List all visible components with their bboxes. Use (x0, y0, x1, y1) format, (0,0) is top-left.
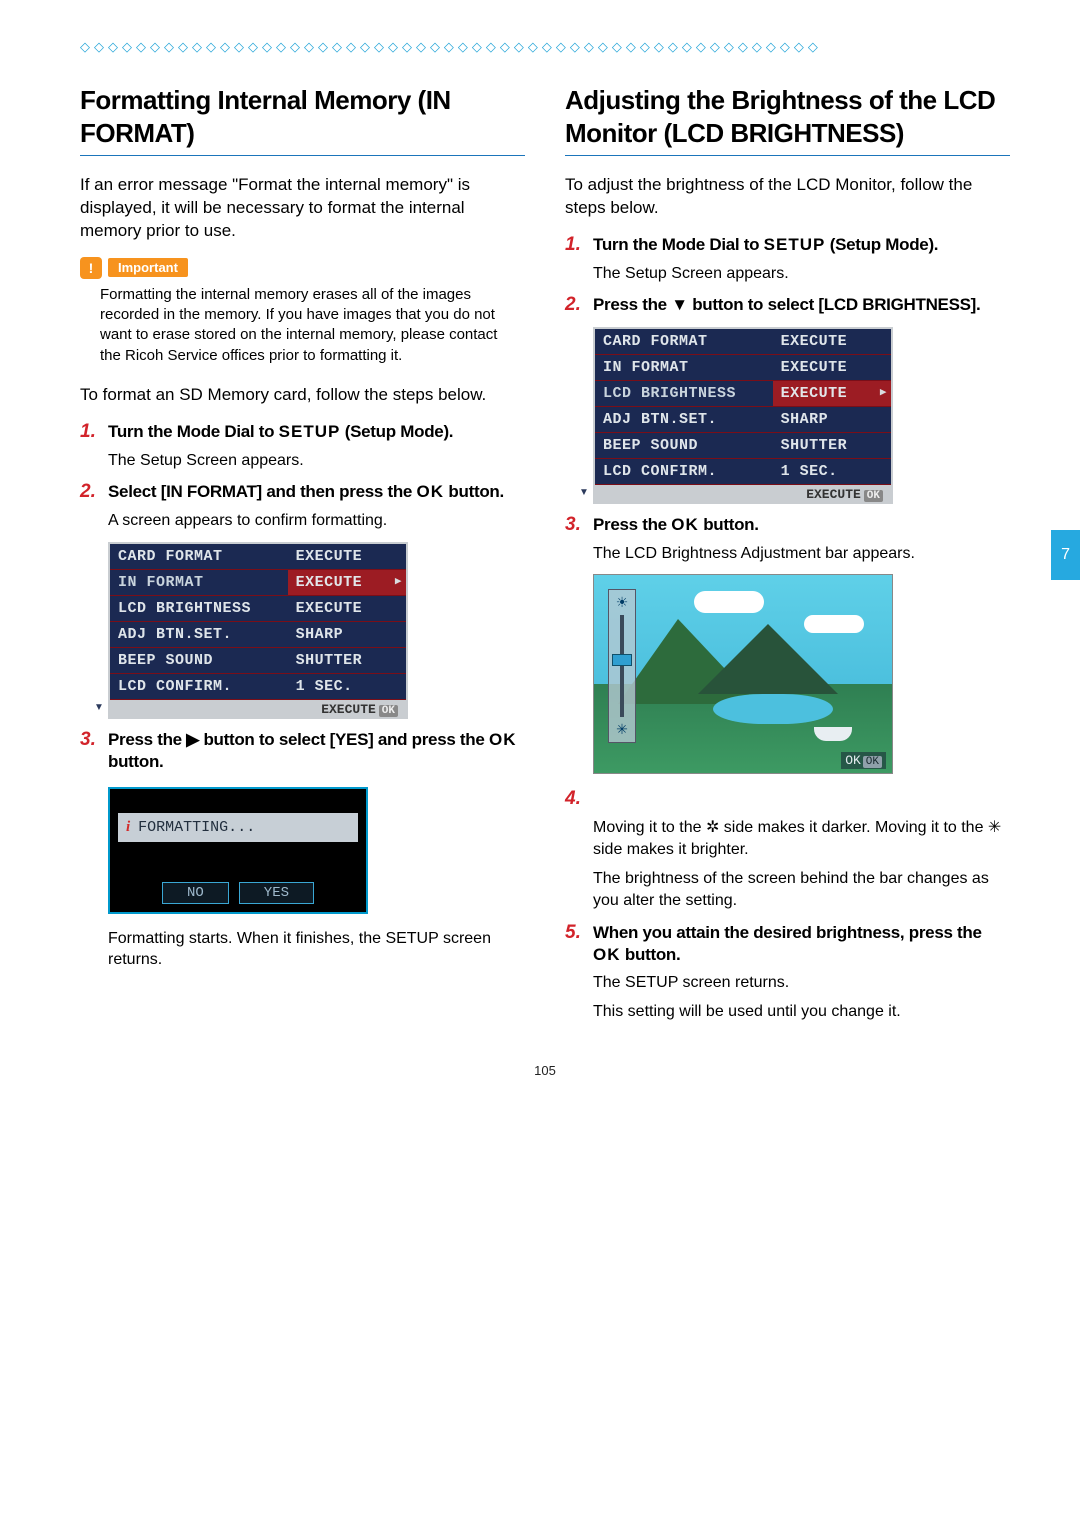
decorative-diamond-border: ◇◇◇◇◇◇◇◇◇◇◇◇◇◇◇◇◇◇◇◇◇◇◇◇◇◇◇◇◇◇◇◇◇◇◇◇◇◇◇◇… (80, 40, 1010, 54)
setup-row[interactable]: CARD FORMATEXECUTE (110, 544, 406, 570)
right-step-4: 4. Moving it to the ✲ side makes it dark… (565, 788, 1010, 911)
step-body: The brightness of the screen behind the … (593, 868, 1010, 911)
step-title: When you attain the desired brightness, … (593, 922, 1010, 966)
right-intro: To adjust the brightness of the LCD Moni… (565, 174, 1010, 220)
step-number: 3. (80, 729, 102, 752)
step-number: 2. (565, 294, 587, 317)
setup-screen-left: CARD FORMATEXECUTEIN FORMATEXECUTELCD BR… (108, 542, 408, 719)
important-label: Important (108, 258, 188, 277)
setup-row[interactable]: BEEP SOUNDSHUTTER (595, 433, 891, 459)
info-icon: i (126, 819, 130, 836)
setup-row[interactable]: CARD FORMATEXECUTE (595, 329, 891, 355)
content-columns: Formatting Internal Memory (IN FORMAT) I… (80, 84, 1010, 1033)
left-column: Formatting Internal Memory (IN FORMAT) I… (80, 84, 525, 1033)
setup-row[interactable]: LCD CONFIRM.1 SEC. (595, 459, 891, 485)
step-number: 1. (80, 421, 102, 444)
dark-icon: ✳ (616, 721, 628, 738)
step-body: Moving it to the ✲ side makes it darker.… (593, 817, 1010, 860)
right-section-title: Adjusting the Brightness of the LCD Moni… (565, 84, 1010, 156)
important-text: Formatting the internal memory erases al… (80, 285, 525, 366)
important-box: ! Important Formatting the internal memo… (80, 257, 525, 366)
step-title: Turn the Mode Dial to SETUP (Setup Mode)… (108, 421, 453, 443)
brightness-preview: ☀ ✳ OKOK (593, 574, 893, 774)
step-body: The Setup Screen appears. (593, 263, 1010, 285)
step-number: 1. (565, 234, 587, 257)
setup-row[interactable]: LCD BRIGHTNESSEXECUTE (595, 381, 891, 407)
step-body: A screen appears to confirm formatting. (108, 510, 525, 532)
formatting-message: FORMATTING... (138, 819, 255, 836)
chapter-tab: 7 (1051, 530, 1080, 580)
right-column: Adjusting the Brightness of the LCD Moni… (565, 84, 1010, 1033)
step-number: 4. (565, 788, 587, 811)
page-number: 105 (80, 1063, 1010, 1078)
right-step-5: 5. When you attain the desired brightnes… (565, 922, 1010, 1023)
right-step-1: 1. Turn the Mode Dial to SETUP (Setup Mo… (565, 234, 1010, 284)
step-title: Press the ▼ button to select [LCD BRIGHT… (593, 294, 980, 316)
left-step-1: 1. Turn the Mode Dial to SETUP (Setup Mo… (80, 421, 525, 471)
setup-row[interactable]: IN FORMATEXECUTE (595, 355, 891, 381)
step-body: The SETUP screen returns. (593, 972, 1010, 994)
left-step-2: 2. Select [IN FORMAT] and then press the… (80, 481, 525, 718)
step-number: 5. (565, 922, 587, 945)
setup-row[interactable]: ADJ BTN.SET.SHARP (595, 407, 891, 433)
setup-screen-right: CARD FORMATEXECUTEIN FORMATEXECUTELCD BR… (593, 327, 893, 504)
step-body: The Setup Screen appears. (108, 450, 525, 472)
no-button[interactable]: NO (162, 882, 229, 904)
step-body: Formatting starts. When it finishes, the… (108, 928, 525, 971)
left-pre-steps: To format an SD Memory card, follow the … (80, 384, 525, 407)
formatting-dialog: i FORMATTING... NO YES (108, 787, 368, 914)
left-intro: If an error message "Format the internal… (80, 174, 525, 243)
setup-row[interactable]: LCD CONFIRM.1 SEC. (110, 673, 406, 699)
bright-icon: ☀ (616, 594, 629, 611)
setup-row[interactable]: BEEP SOUNDSHUTTER (110, 647, 406, 673)
step-title: Turn the Mode Dial to SETUP (Setup Mode)… (593, 234, 938, 256)
yes-button[interactable]: YES (239, 882, 314, 904)
step-title: Select [IN FORMAT] and then press the OK… (108, 481, 504, 503)
step-title: Press the OK button. (593, 514, 759, 536)
setup-row[interactable]: LCD BRIGHTNESSEXECUTE (110, 595, 406, 621)
left-step-3: 3. Press the ▶ button to select [YES] an… (80, 729, 525, 971)
step-body: The LCD Brightness Adjustment bar appear… (593, 543, 1010, 565)
step-title: Press the ▶ button to select [YES] and p… (108, 729, 525, 773)
important-icon: ! (80, 257, 102, 279)
step-number: 3. (565, 514, 587, 537)
step-body: This setting will be used until you chan… (593, 1001, 1010, 1023)
setup-row[interactable]: ADJ BTN.SET.SHARP (110, 621, 406, 647)
left-section-title: Formatting Internal Memory (IN FORMAT) (80, 84, 525, 156)
brightness-slider[interactable]: ☀ ✳ (608, 589, 636, 743)
right-step-3: 3. Press the OK button. The LCD Brightne… (565, 514, 1010, 774)
step-number: 2. (80, 481, 102, 504)
right-step-2: 2. Press the ▼ button to select [LCD BRI… (565, 294, 1010, 504)
setup-row[interactable]: IN FORMATEXECUTE (110, 569, 406, 595)
